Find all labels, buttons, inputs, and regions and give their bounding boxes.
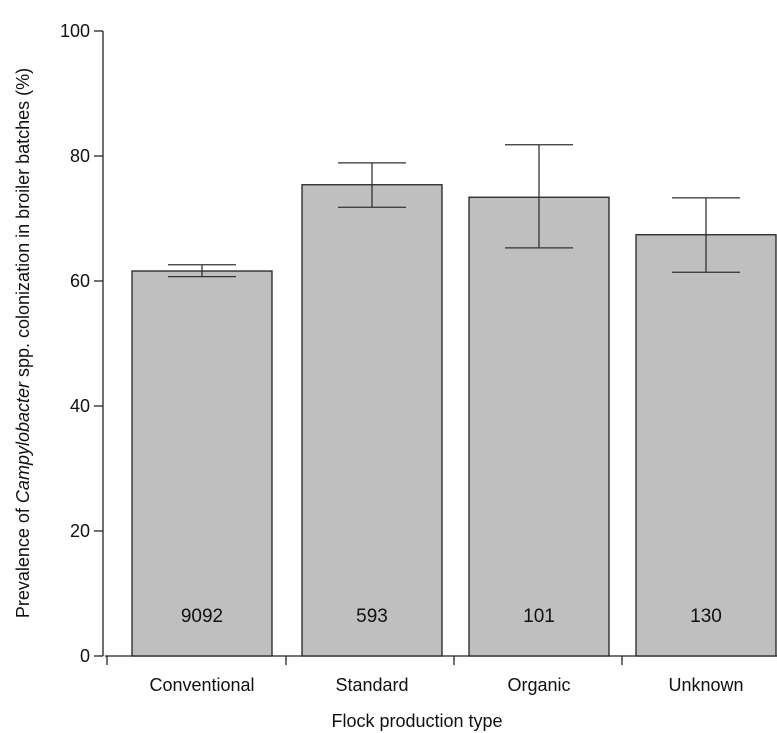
x-tick-label: Organic — [507, 675, 570, 695]
y-axis-title-suffix: spp. colonization in broiler batches (%) — [13, 68, 33, 382]
x-axis-title: Flock production type — [331, 711, 502, 731]
x-tick-label: Standard — [335, 675, 408, 695]
bar-count-label: 130 — [690, 606, 722, 627]
y-axis-title-italic: Campylobacter — [13, 381, 33, 503]
y-tick-label: 60 — [70, 271, 90, 291]
y-axis-title: Prevalence of Campylobacter spp. coloniz… — [13, 68, 33, 618]
bar-count-label: 101 — [523, 606, 555, 627]
y-tick-label: 20 — [70, 521, 90, 541]
y-tick-label: 100 — [60, 21, 90, 41]
y-tick-label: 0 — [80, 646, 90, 666]
bar-count-label: 593 — [356, 606, 388, 627]
x-axis: Conventional Standard Organic Unknown — [105, 655, 777, 695]
bars: 9092 593 101 130 — [131, 144, 777, 657]
y-tick-label: 80 — [70, 146, 90, 166]
bar — [468, 196, 610, 657]
bar — [635, 234, 777, 657]
bar — [301, 184, 443, 657]
x-tick-label: Unknown — [668, 675, 743, 695]
y-axis-title-prefix: Prevalence of — [13, 503, 33, 618]
y-axis: 0 20 40 60 80 100 — [60, 21, 104, 666]
y-tick-label: 40 — [70, 396, 90, 416]
x-tick-label: Conventional — [149, 675, 254, 695]
bar — [131, 270, 273, 657]
bar-count-label: 9092 — [181, 606, 223, 627]
